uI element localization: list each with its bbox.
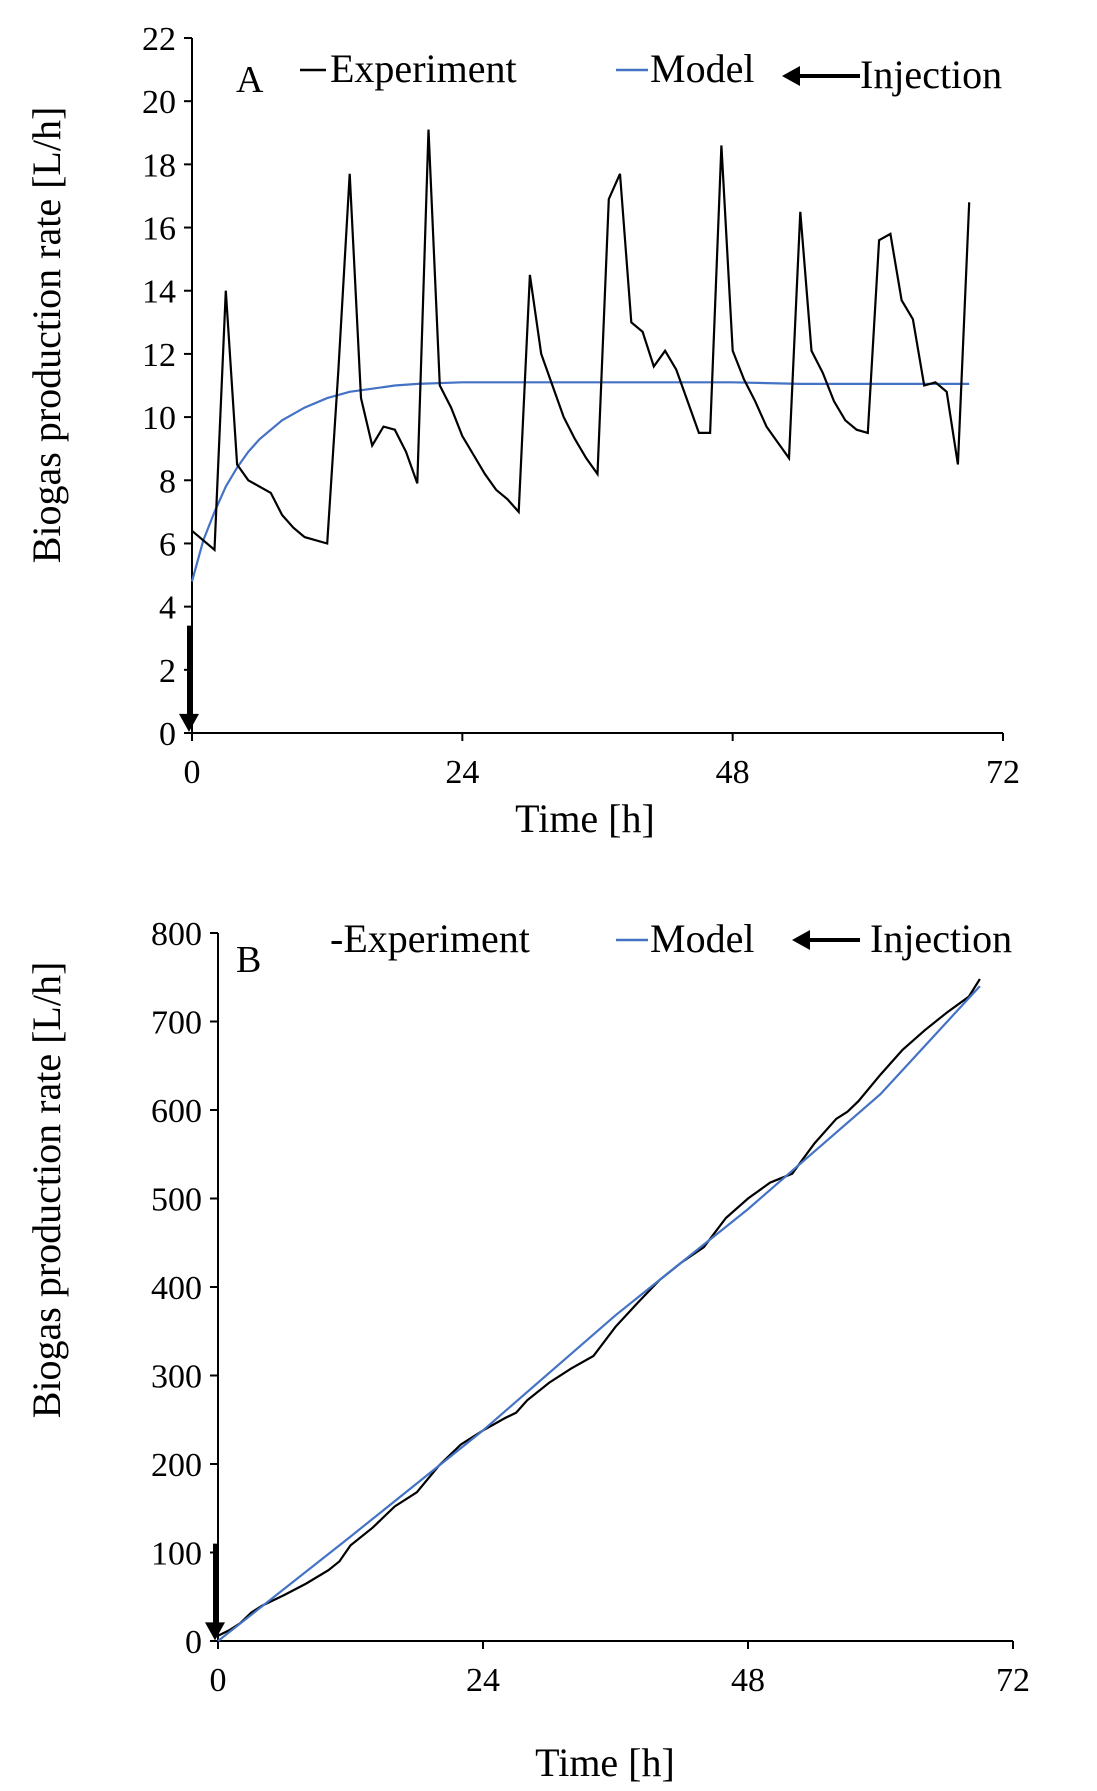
panel-a-x-ticks: 0 24 48 72 — [184, 733, 1020, 791]
panel-a-injection-arrow — [179, 625, 199, 732]
panel-a-legend-model-label: Model — [650, 46, 754, 91]
y-tick-label: 500 — [151, 1182, 202, 1219]
y-tick-label: 700 — [151, 1005, 202, 1042]
y-tick-label: 8 — [159, 463, 176, 500]
x-tick-label: 24 — [466, 1662, 500, 1699]
x-tick-label: 72 — [996, 1662, 1030, 1699]
panel-b-chart: 0 100 200 300 400 500 600 700 800 0 24 48 72 B -Exp… — [24, 916, 1030, 1785]
x-tick-label: 0 — [184, 754, 201, 791]
y-tick-label: 600 — [151, 1093, 202, 1130]
panel-a-legend-experiment-label: Experiment — [330, 46, 517, 91]
panel-a-y-ticks: 0 2 4 6 8 10 12 14 16 18 20 22 — [142, 21, 192, 753]
y-tick-label: 6 — [159, 526, 176, 563]
panel-b-y-axis-title: Biogas production rate [L/h] — [24, 962, 69, 1419]
injection-arrow-head — [179, 713, 199, 732]
panel-a-model-series-line — [190, 381, 970, 582]
panel-a-x-axis-title: Time [h] — [515, 796, 655, 841]
x-tick-label: 24 — [445, 754, 479, 791]
y-tick-label: 0 — [185, 1624, 202, 1661]
panel-b-x-axis-title: Time [h] — [535, 1740, 675, 1785]
panel-b-y-ticks: 0 100 200 300 400 500 600 700 800 — [151, 916, 218, 1661]
y-tick-label: 18 — [142, 147, 176, 184]
panel-b-injection-arrow — [205, 1543, 225, 1641]
y-tick-label: 10 — [142, 400, 176, 437]
y-tick-label: 300 — [151, 1359, 202, 1396]
y-tick-label: 20 — [142, 84, 176, 121]
y-tick-label: 800 — [151, 916, 202, 953]
panel-b-legend-model-label: Model — [650, 916, 754, 961]
y-tick-label: 4 — [159, 590, 176, 627]
y-tick-label: 200 — [151, 1447, 202, 1484]
y-tick-label: 22 — [142, 21, 176, 58]
injection-arrow-head — [205, 1622, 225, 1641]
y-tick-label: 14 — [142, 274, 176, 311]
x-tick-label: 48 — [716, 754, 750, 791]
panel-a-label: A — [236, 59, 264, 101]
y-tick-label: 100 — [151, 1536, 202, 1573]
y-tick-label: 2 — [159, 653, 176, 690]
panel-b-x-ticks: 0 24 48 72 — [210, 1641, 1030, 1699]
panel-a-legend-injection-arrow-icon — [782, 66, 860, 86]
x-tick-label: 0 — [210, 1662, 227, 1699]
panel-b-label: B — [236, 939, 261, 981]
panel-a-legend-injection-label: Injection — [860, 52, 1002, 97]
panel-b-legend-experiment-label: -Experiment — [330, 916, 530, 961]
y-tick-label: 16 — [142, 211, 176, 248]
panel-a-legend: Experiment Model Injection — [300, 46, 1002, 97]
panel-b-legend-injection-label: Injection — [870, 916, 1012, 961]
y-tick-label: 12 — [142, 337, 176, 374]
x-tick-label: 72 — [986, 754, 1020, 791]
x-tick-label: 48 — [731, 1662, 765, 1699]
panel-b-legend-injection-arrow-icon — [792, 930, 860, 950]
panel-b-legend: -Experiment Model Injection — [330, 916, 1012, 961]
y-tick-label: 0 — [159, 716, 176, 753]
panel-a-experiment-series-line — [191, 129, 971, 553]
panel-b-experiment-series-line — [217, 978, 981, 1637]
y-tick-label: 400 — [151, 1270, 202, 1307]
panel-a-y-axis-title: Biogas production rate [L/h] — [24, 107, 69, 564]
panel-b-model-series-line — [217, 985, 981, 1642]
